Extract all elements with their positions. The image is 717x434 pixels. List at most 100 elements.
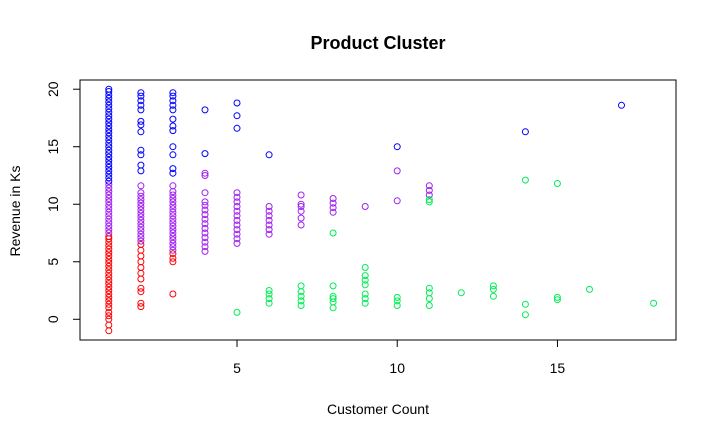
data-point-purple [297, 221, 305, 229]
chart-title: Product Cluster [310, 33, 445, 53]
data-point-red [105, 308, 113, 316]
y-axis-label: Revenue in Ks [7, 165, 23, 256]
data-point-blue [137, 89, 145, 97]
data-point-red [105, 304, 113, 312]
x-axis-label: Customer Count [327, 401, 429, 417]
data-point-purple [137, 216, 145, 224]
data-point-green [265, 287, 273, 294]
data-point-purple [169, 233, 177, 240]
data-point-purple [137, 230, 145, 238]
data-point-purple [105, 181, 113, 189]
data-point-blue [137, 92, 145, 100]
data-point-green [329, 282, 337, 290]
data-point-purple [105, 191, 113, 199]
data-point-green [489, 282, 497, 290]
data-point-green [361, 299, 369, 307]
data-point-purple [201, 234, 209, 242]
data-point-blue [105, 136, 113, 144]
data-point-purple [169, 239, 177, 247]
data-point-blue [137, 128, 145, 136]
data-point-green [361, 290, 369, 298]
data-point-purple [233, 216, 241, 224]
data-point-purple [265, 230, 273, 238]
data-point-blue [618, 101, 625, 109]
data-point-blue [105, 115, 113, 123]
data-point-red [105, 327, 113, 335]
data-point-purple [265, 207, 273, 215]
data-point-blue [265, 151, 273, 159]
data-point-blue [137, 97, 145, 105]
data-point-purple [297, 214, 305, 222]
data-points [105, 85, 658, 335]
data-point-red [105, 242, 113, 250]
data-point-blue [105, 94, 113, 102]
data-point-purple [169, 229, 177, 237]
data-point-purple [105, 212, 113, 220]
data-point-purple [105, 188, 113, 196]
data-point-blue [169, 115, 177, 123]
data-point-purple [137, 203, 145, 210]
data-point-red [105, 297, 113, 305]
data-point-red [105, 290, 113, 298]
data-point-green [361, 272, 369, 280]
data-point-red [105, 283, 113, 291]
data-point-green [361, 276, 369, 284]
data-point-red [169, 290, 177, 298]
data-point-red [105, 256, 113, 263]
data-point-purple [169, 243, 177, 251]
y-tick-label: 15 [45, 139, 61, 155]
data-point-purple [297, 207, 305, 215]
data-point-blue [105, 170, 113, 178]
data-point-purple [169, 219, 177, 227]
data-point-red [105, 252, 113, 260]
data-point-blue [105, 108, 113, 116]
data-point-green [521, 311, 529, 319]
data-point-purple [297, 191, 305, 199]
data-point-purple [137, 206, 145, 214]
data-point-purple [169, 215, 177, 223]
y-tick-label: 0 [45, 315, 61, 323]
data-point-purple [137, 189, 145, 197]
data-point-blue [137, 101, 145, 109]
data-point-blue [105, 112, 113, 120]
data-point-purple [105, 205, 113, 213]
data-point-blue [169, 165, 177, 173]
data-point-purple [137, 182, 145, 190]
data-point-blue [169, 122, 177, 130]
data-point-green [586, 285, 593, 293]
data-point-red [137, 288, 145, 296]
data-point-green [489, 292, 497, 300]
data-point-purple [201, 229, 209, 237]
data-point-red [137, 275, 145, 283]
data-point-purple [233, 235, 241, 243]
data-point-blue [201, 150, 209, 158]
data-point-blue [169, 106, 177, 114]
data-point-purple [201, 189, 209, 197]
data-point-green [329, 295, 337, 303]
data-point-purple [233, 207, 241, 215]
data-point-blue [105, 129, 113, 137]
data-point-green [329, 292, 337, 300]
data-point-blue [105, 146, 113, 154]
data-point-blue [105, 177, 113, 185]
data-point-purple [201, 169, 209, 177]
data-point-red [105, 245, 113, 253]
data-point-purple [361, 203, 369, 210]
data-point-purple [425, 191, 433, 199]
data-point-red [105, 312, 113, 320]
data-point-blue [137, 117, 145, 125]
data-point-green [425, 198, 433, 206]
data-point-green [265, 295, 273, 303]
data-point-green [489, 285, 497, 293]
data-point-purple [201, 198, 209, 206]
data-point-purple [105, 215, 113, 223]
data-point-blue [105, 150, 113, 158]
data-point-purple [169, 226, 177, 234]
data-point-red [105, 249, 113, 257]
data-point-purple [201, 201, 209, 209]
data-point-purple [201, 206, 209, 214]
y-tick-label: 10 [45, 196, 61, 212]
data-point-purple [169, 208, 177, 216]
data-point-blue [105, 122, 113, 130]
